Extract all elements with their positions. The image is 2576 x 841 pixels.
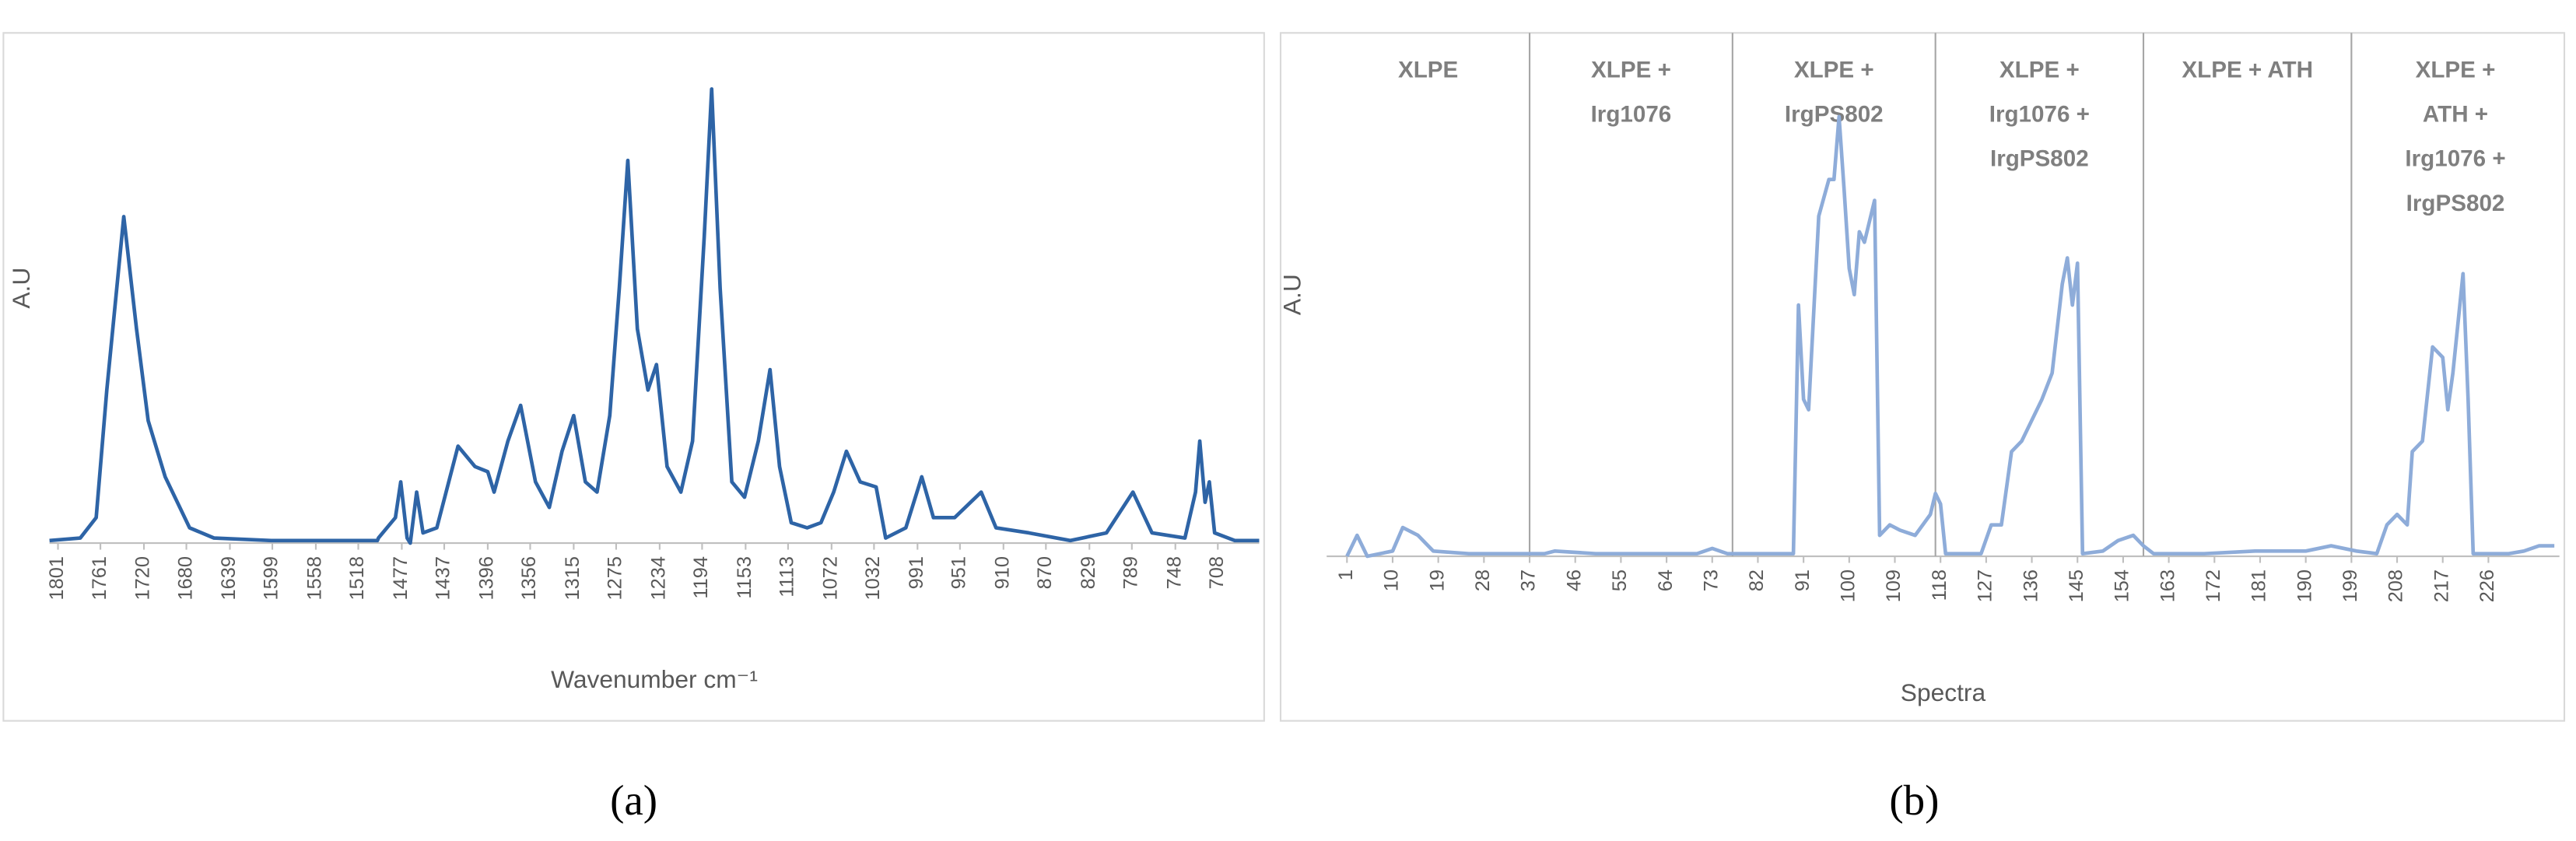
- x-tick-label: 145: [2066, 569, 2087, 602]
- caption: (a): [610, 776, 657, 824]
- caption: (b): [1889, 776, 1939, 824]
- x-tick-label: 1153: [734, 556, 755, 599]
- x-tick-label: 991: [906, 556, 927, 589]
- x-tick-label: 217: [2431, 569, 2452, 602]
- x-tick-label: 1639: [218, 556, 240, 600]
- x-tick-label: 154: [2112, 569, 2133, 602]
- x-tick-label: 1680: [174, 556, 196, 600]
- panel-frame: [1279, 32, 2566, 722]
- x-tick-label: 1356: [518, 556, 540, 600]
- x-tick-label: 951: [948, 556, 970, 589]
- line-series: [1345, 114, 2555, 559]
- x-tick-label: 1518: [346, 556, 368, 600]
- x-tick-label: 199: [2339, 569, 2361, 602]
- x-tick-label: 55: [1609, 569, 1631, 591]
- x-tick-label: 829: [1078, 556, 1099, 589]
- x-axis-title: Wavenumber cm⁻¹: [551, 665, 758, 693]
- x-tick-label: 64: [1655, 569, 1677, 591]
- x-tick-label: 127: [1975, 569, 1996, 602]
- x-tick-label: 1396: [476, 556, 498, 600]
- x-tick-label: 1234: [648, 556, 670, 600]
- x-tick-label: 1275: [605, 556, 626, 600]
- x-tick-label: 1072: [820, 556, 842, 600]
- x-tick-label: 1113: [776, 556, 798, 597]
- x-tick-label: 1558: [304, 556, 326, 600]
- x-tick-label: 190: [2294, 569, 2315, 602]
- x-tick-label: 1761: [89, 556, 110, 600]
- x-tick-label: 1032: [862, 556, 884, 600]
- section-label: Irg1076 +: [1989, 102, 2090, 128]
- x-tick-label: 1720: [132, 556, 154, 600]
- section-label: XLPE + ATH: [2182, 57, 2313, 82]
- section-label: XLPE +: [1794, 57, 1874, 82]
- section-label: ATH +: [2423, 102, 2488, 128]
- x-tick-label: 82: [1746, 569, 1768, 591]
- x-tick-label: 136: [2020, 569, 2042, 602]
- x-tick-label: 1437: [433, 556, 454, 600]
- x-tick-label: 208: [2385, 569, 2407, 602]
- x-axis-title: Spectra: [1901, 678, 1986, 706]
- y-axis-title: A.U: [1277, 274, 1306, 315]
- section-label: Irg1076: [1591, 102, 1672, 128]
- x-tick-label: 109: [1883, 569, 1905, 602]
- x-tick-label: 910: [991, 556, 1013, 589]
- section-label: IrgPS802: [1785, 102, 1884, 128]
- x-tick-label: 1801: [46, 556, 68, 600]
- panel-frame: [2, 32, 1265, 722]
- section-label: XLPE +: [1591, 57, 1671, 82]
- x-tick-label: 748: [1163, 556, 1185, 589]
- x-tick-label: 1194: [690, 556, 712, 599]
- x-tick-label: 19: [1426, 569, 1448, 591]
- x-tick-label: 870: [1034, 556, 1056, 589]
- x-tick-label: 100: [1838, 569, 1859, 602]
- section-label: Irg1076 +: [2405, 146, 2505, 172]
- section-label: IrgPS802: [2406, 191, 2505, 216]
- x-tick-label: 37: [1518, 569, 1540, 591]
- x-tick-label: 708: [1206, 556, 1228, 589]
- x-tick-label: 172: [2203, 569, 2224, 602]
- section-label: XLPE: [1398, 57, 1458, 82]
- x-tick-label: 10: [1381, 569, 1403, 591]
- x-tick-label: 1315: [562, 556, 584, 600]
- section-label: IrgPS802: [1990, 146, 2089, 172]
- x-tick-label: 1: [1335, 569, 1357, 580]
- y-axis-title: A.U: [7, 268, 35, 309]
- x-tick-label: 91: [1792, 569, 1814, 591]
- x-tick-label: 163: [2157, 569, 2178, 602]
- x-tick-label: 789: [1120, 556, 1142, 589]
- x-tick-label: 226: [2476, 569, 2498, 602]
- x-tick-label: 1477: [390, 556, 412, 600]
- line-series: [49, 87, 1260, 545]
- x-tick-label: 28: [1472, 569, 1494, 591]
- x-tick-label: 118: [1929, 569, 1950, 601]
- x-tick-label: 73: [1700, 569, 1722, 591]
- x-tick-label: 1599: [261, 556, 282, 600]
- section-label: XLPE +: [2416, 57, 2496, 82]
- x-tick-label: 46: [1563, 569, 1585, 591]
- x-tick-label: 181: [2248, 569, 2270, 602]
- section-label: XLPE +: [1999, 57, 2080, 82]
